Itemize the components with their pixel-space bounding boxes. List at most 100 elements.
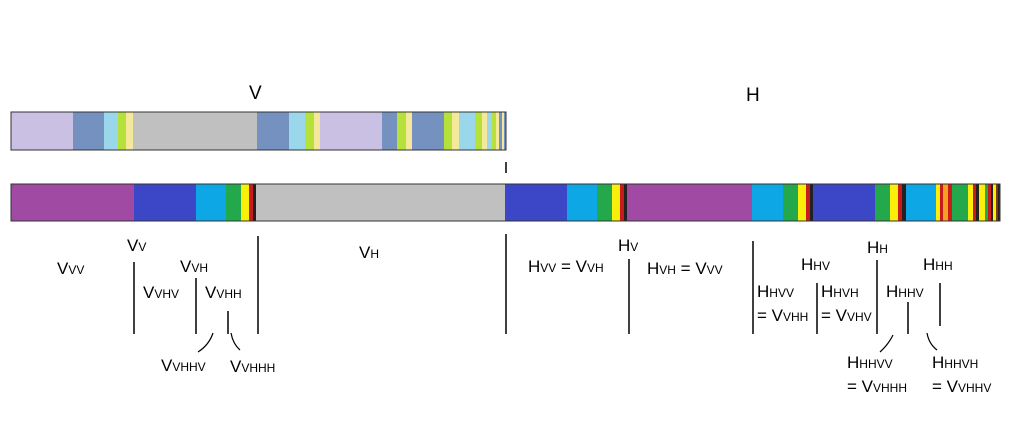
label-sub: VHH [783, 310, 809, 324]
label-eq-sub: VV [706, 263, 723, 277]
top-segment [504, 112, 506, 150]
main-segment [597, 184, 612, 221]
label-main: = V [932, 377, 958, 396]
top-segment [482, 112, 487, 150]
label-main: V [161, 356, 173, 375]
main-segment [973, 184, 976, 221]
main-segment [976, 184, 979, 221]
label-sub: HV [813, 259, 830, 273]
top-segment [502, 112, 504, 150]
main-segment [624, 184, 627, 221]
connector-vvhhh [230, 332, 241, 351]
main-segment [813, 184, 875, 221]
label-hhh: HHH [923, 255, 953, 276]
top-segment [492, 112, 496, 150]
label-main: V [359, 243, 371, 262]
label-vvhv: VVHV [143, 283, 179, 304]
divider-lines [133, 162, 941, 353]
top-segment [382, 112, 397, 150]
top-segment [406, 112, 412, 150]
main-segment [985, 184, 988, 221]
top-bar-v [10, 111, 507, 151]
main-segment [993, 184, 996, 221]
label-hhv: HHV [801, 255, 830, 276]
label-main: H [923, 255, 936, 274]
main-segment [620, 184, 624, 221]
label-main: H [886, 282, 899, 301]
connector-hhhvh [926, 332, 938, 351]
label-main: V [205, 283, 217, 302]
label-sub: VH [191, 261, 209, 275]
top-segment [459, 112, 475, 150]
main-segment [505, 184, 567, 221]
top-segment [126, 112, 133, 150]
main-segment [968, 184, 973, 221]
main-segment [943, 184, 948, 221]
label-main: H [821, 282, 834, 301]
label-hhhvh-eq: = VVHHV [932, 377, 991, 398]
main-segment [241, 184, 249, 221]
top-segment [397, 112, 406, 150]
label-sub: VHHV [958, 381, 992, 395]
label-sub: VHV [847, 310, 872, 324]
top-label-v: V [249, 83, 262, 104]
label-sub: HVH [833, 286, 859, 300]
main-segment [226, 184, 241, 221]
label-main: V [127, 236, 139, 255]
top-segment [289, 112, 305, 150]
label-sub: VHH [216, 287, 242, 301]
top-segment [118, 112, 126, 150]
main-segment [898, 184, 902, 221]
main-segment [567, 184, 597, 221]
top-segment [11, 112, 73, 150]
label-vvv: VVV [57, 259, 84, 280]
label-main: H [932, 353, 945, 372]
label-hh: HH [867, 238, 888, 259]
label-hv: HV [618, 236, 638, 257]
label-hhvv-eq: = VVHH [757, 306, 808, 327]
main-segment [979, 184, 985, 221]
connector-vvhhv [197, 332, 214, 353]
label-main: = V [847, 377, 873, 396]
main-segment [612, 184, 620, 221]
top-segment [475, 112, 482, 150]
top-bar-border [10, 111, 507, 151]
top-segment [412, 112, 444, 150]
main-segment [998, 184, 1000, 221]
label-vv: VV [127, 236, 146, 257]
main-segment [752, 184, 783, 221]
label-eq: = V [556, 257, 588, 276]
main-segment [936, 184, 940, 221]
label-vvh: VVH [180, 257, 208, 278]
top-segment [133, 112, 257, 150]
top-segment [496, 112, 499, 150]
label-sub: HVV [769, 286, 794, 300]
main-segment [134, 184, 196, 221]
label-main: H [647, 259, 660, 278]
label-sub: VHHH [873, 381, 908, 395]
label-eq: = V [675, 259, 707, 278]
label-main: V [230, 357, 242, 376]
top-segment [257, 112, 289, 150]
main-segment [256, 184, 505, 221]
label-vvhhv: VVHHV [161, 356, 206, 377]
main-bar-border [10, 183, 1001, 222]
label-main: V [143, 283, 155, 302]
main-segment [952, 184, 968, 221]
label-hhhvh: HHHVH [932, 353, 978, 374]
label-main: H [801, 255, 814, 274]
label-hhhvv: HHHVV [847, 353, 893, 374]
connector-hhhvv [879, 334, 894, 353]
label-main: = V [821, 306, 847, 325]
main-segment [810, 184, 813, 221]
label-hhvh: HHVH [821, 282, 859, 303]
main-segment [948, 184, 952, 221]
top-segment [320, 112, 382, 150]
label-sub: VHHV [172, 360, 206, 374]
top-segment [444, 112, 452, 150]
main-segment [988, 184, 991, 221]
label-sub: HHV [898, 286, 924, 300]
label-vh: VH [359, 243, 379, 264]
main-segment [627, 184, 752, 221]
